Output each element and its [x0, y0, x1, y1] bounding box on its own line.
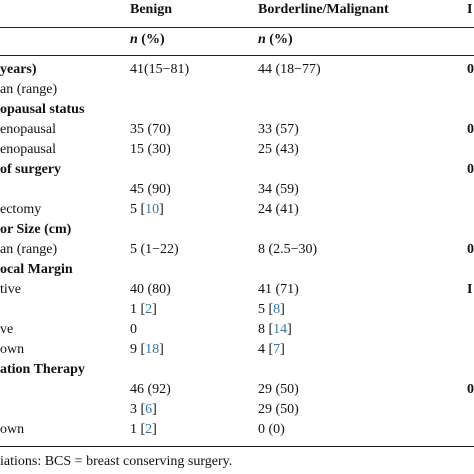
row-label: opausal status: [0, 102, 85, 117]
cell: 29 (50): [258, 382, 299, 397]
row-label: years): [0, 62, 37, 77]
cell: 0: [467, 122, 474, 137]
row-label: enopausal: [0, 122, 56, 137]
cell: 0: [130, 322, 137, 337]
cell: 35 (70): [130, 122, 171, 137]
cell: 41(15−81): [130, 62, 190, 77]
cell: 44 (18−77): [258, 62, 321, 77]
cell: 41 (71): [258, 282, 299, 297]
cell: 3 [6]: [130, 402, 157, 417]
cell: 45 (90): [130, 182, 171, 197]
cell: 15 (30): [130, 142, 171, 157]
row-label: of surgery: [0, 162, 62, 177]
cell: 5 [10]: [130, 202, 164, 217]
row-label: an (range): [0, 82, 58, 97]
footnote: iations: BCS = breast conserving surgery…: [0, 454, 233, 469]
cell: 40 (80): [130, 282, 171, 297]
cell: 4 [7]: [258, 342, 285, 357]
column-header: I: [467, 2, 473, 17]
row-label: own: [0, 422, 25, 437]
row-label: enopausal: [0, 142, 56, 157]
cell: 25 (43): [258, 142, 299, 157]
cell: 34 (59): [258, 182, 299, 197]
row-label: or Size (cm): [0, 222, 72, 237]
cell: 24 (41): [258, 202, 299, 217]
cell: 0: [467, 382, 474, 397]
cell: 0 (0): [258, 422, 285, 437]
cell: I: [467, 282, 473, 297]
header-rule: [0, 27, 474, 28]
row-label: an (range): [0, 242, 58, 257]
cell: 8 (2.5−30): [258, 242, 318, 257]
cell: 46 (92): [130, 382, 171, 397]
bottom-rule: [0, 446, 474, 447]
cell: 29 (50): [258, 402, 299, 417]
row-label: ve: [0, 322, 14, 337]
row-label: ectomy: [0, 202, 42, 217]
cell: 33 (57): [258, 122, 299, 137]
column-header: Benign: [130, 2, 173, 17]
cell: 5 [8]: [258, 302, 285, 317]
column-subheader: n (%): [130, 32, 165, 47]
row-label: tive: [0, 282, 21, 297]
column-subheader: n (%): [258, 32, 293, 47]
row-label: own: [0, 342, 25, 357]
cell: 8 [14]: [258, 322, 292, 337]
cell: 0: [467, 242, 474, 257]
cell: 0: [467, 62, 474, 77]
cell: 1 [2]: [130, 422, 157, 437]
cell: 0: [467, 162, 474, 177]
row-label: ocal Margin: [0, 262, 73, 277]
subheader-rule: [0, 55, 474, 56]
cell: 9 [18]: [130, 342, 164, 357]
cell: 1 [2]: [130, 302, 157, 317]
cell: 5 (1−22): [130, 242, 179, 257]
row-label: ation Therapy: [0, 362, 85, 377]
column-header: Borderline/Malignant: [258, 2, 389, 17]
